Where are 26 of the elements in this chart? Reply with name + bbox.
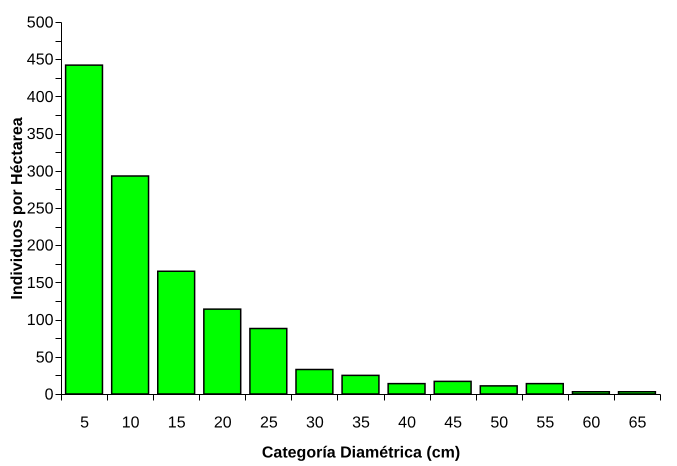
x-tick-label: 65 xyxy=(628,414,646,432)
y-tick-label: 450 xyxy=(26,52,54,69)
x-axis-title: Categoría Diamétrica (cm) xyxy=(262,444,460,462)
y-tick-label: 150 xyxy=(26,274,54,292)
x-tick-label: 25 xyxy=(260,414,278,432)
y-tick-label: 0 xyxy=(44,386,54,404)
x-tick-label: 15 xyxy=(168,414,186,432)
y-tick-label: 300 xyxy=(26,163,54,180)
x-tick-label: 50 xyxy=(490,414,508,432)
y-tick-label: 500 xyxy=(26,14,54,32)
x-tick-label: 55 xyxy=(536,414,554,432)
x-tick-label: 30 xyxy=(306,414,324,432)
x-tick-label: 60 xyxy=(582,414,600,432)
x-tick-label: 20 xyxy=(214,414,232,432)
y-tick-label: 200 xyxy=(26,238,54,255)
y-tick-label: 50 xyxy=(36,349,54,366)
y-tick-label: 350 xyxy=(26,126,54,144)
y-tick-label: 400 xyxy=(26,88,54,106)
x-tick-label: 45 xyxy=(444,414,462,432)
x-tick-label: 5 xyxy=(80,414,90,432)
y-tick-label: 100 xyxy=(26,312,54,330)
x-tick-label: 35 xyxy=(352,414,370,432)
x-tick-label: 40 xyxy=(398,414,416,432)
x-tick-label: 10 xyxy=(122,414,140,432)
y-axis-title: Individuos por Héctarea xyxy=(8,117,26,300)
y-tick-label: 250 xyxy=(26,200,54,218)
